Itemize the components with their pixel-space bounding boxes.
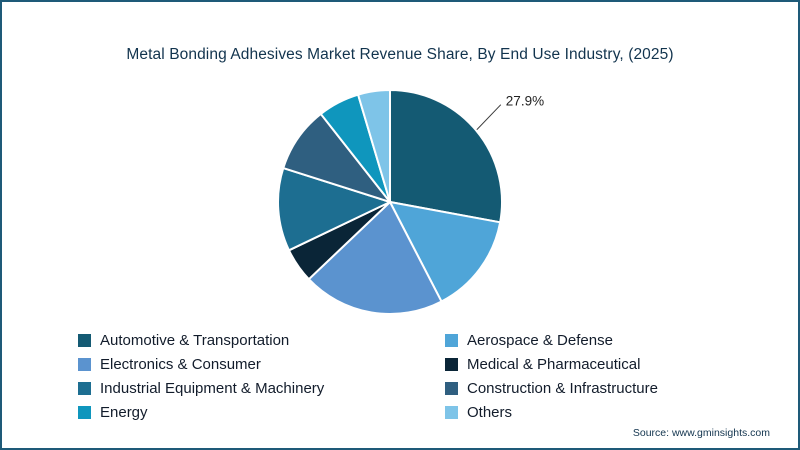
legend-label: Construction & Infrastructure [467,379,658,397]
legend-item-medical: Medical & Pharmaceutical [445,355,768,373]
legend-label: Energy [100,403,148,421]
legend-item-electronics: Electronics & Consumer [78,355,445,373]
legend-item-automotive: Automotive & Transportation [78,331,445,349]
legend-swatch [445,357,458,371]
chart-title: Metal Bonding Adhesives Market Revenue S… [126,46,674,63]
legend-swatch [445,405,458,419]
callout-label: 27.9% [506,94,544,109]
legend-label: Automotive & Transportation [100,331,290,349]
legend: Automotive & Transportation Aerospace & … [78,331,768,421]
legend-label: Electronics & Consumer [100,355,261,373]
legend-item-others: Others [445,403,768,421]
callout-line [476,104,502,131]
legend-label: Aerospace & Defense [467,331,613,349]
pie-slice [389,201,502,303]
legend-swatch [78,381,91,395]
legend-item-construction: Construction & Infrastructure [445,379,768,397]
pie-slice [307,201,443,315]
legend-item-aerospace: Aerospace & Defense [445,331,768,349]
pie-slice [357,89,391,203]
legend-swatch [445,333,458,347]
pie-slice [389,89,503,224]
legend-swatch [445,381,458,395]
legend-swatch [78,405,91,419]
legend-swatch [78,333,91,347]
legend-item-industrial: Industrial Equipment & Machinery [78,379,445,397]
legend-label: Industrial Equipment & Machinery [100,379,325,397]
pie-slice [277,167,391,252]
legend-swatch [78,357,91,371]
legend-label: Others [467,403,513,421]
source-attribution: Source: www.gminsights.com [632,427,770,439]
legend-label: Medical & Pharmaceutical [467,355,641,373]
legend-item-energy: Energy [78,403,445,421]
